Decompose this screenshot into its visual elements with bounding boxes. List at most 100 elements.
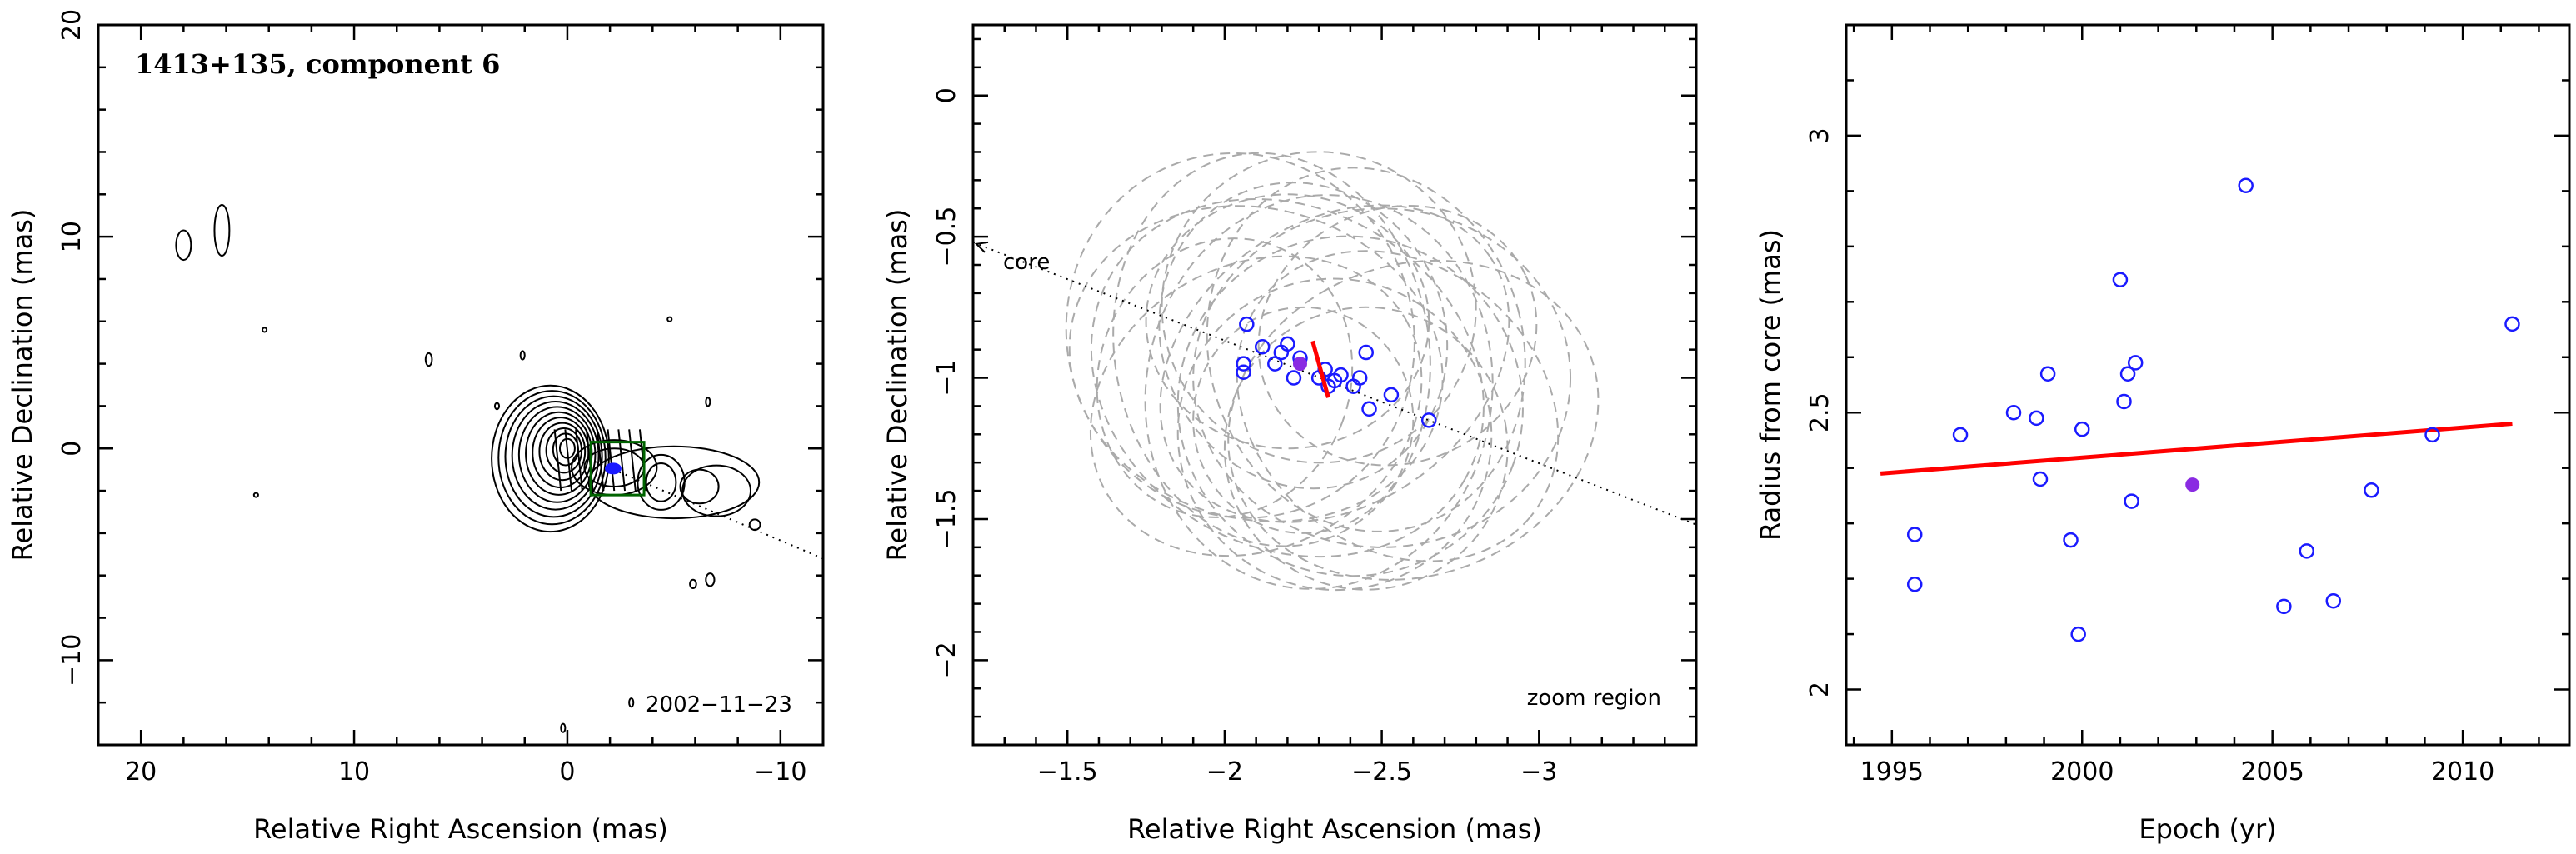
panel-radius-frame [1845,23,2571,747]
map-title: 1413+135, component 6 [135,48,500,80]
zoom-xtick-label: −2.5 [1351,757,1412,787]
radius-point [2127,355,2144,371]
position-point [1236,364,1251,381]
radius-point [2074,421,2090,437]
position-point [1383,387,1400,403]
position-point [1267,356,1283,372]
position-ellipse [1206,167,1526,532]
radius-point [2005,404,2022,421]
radius-point [2325,592,2342,609]
contour-jet [617,429,627,492]
position-point [1280,336,1295,352]
radius-point [2039,366,2056,382]
jet-axis-line [588,458,823,560]
map-xtick-label: 20 [125,757,157,787]
radius-point [2116,393,2132,410]
epoch-label: 2002−11−23 [646,692,792,717]
radius-point [2424,427,2440,443]
position-point [1333,367,1349,383]
contour-noise [666,316,673,322]
zoom-ytick-label: −1 [932,359,961,396]
contour-core [558,437,576,459]
contour-noise [705,397,711,407]
contour-jet [575,429,583,492]
contour-core [538,422,587,482]
radius-point [1906,577,1923,592]
radius-point [2238,177,2254,193]
zoom-box [589,441,646,497]
map-ytick-label: 20 [57,9,87,41]
position-ellipse [1236,250,1560,562]
position-point [1254,339,1271,355]
fit-segment [1310,340,1330,398]
radius-xtick-label: 2005 [2240,757,2304,787]
zoom-ytick-label: −1.5 [932,489,961,550]
radius-point [1952,427,1969,443]
contour-jet [596,429,605,492]
position-point [1239,316,1255,332]
position-ellipse [1158,182,1449,490]
position-ellipse [1176,235,1524,577]
contour-jet [748,518,761,532]
radius-point [1906,527,1923,542]
contour-noise [560,722,567,733]
radius-point [2032,471,2049,487]
position-ellipse [1096,237,1354,518]
contour-noise [689,578,697,589]
position-ellipse [1065,152,1415,519]
core-label: core [1003,250,1050,275]
mean-position-point [1292,357,1307,372]
zoom-region-label: zoom region [1527,686,1661,711]
contour-noise [175,229,192,262]
contour-noise [705,572,716,587]
contour-noise [252,492,259,498]
contour-jet [628,429,637,492]
radius-ytick-label: 3 [1805,127,1835,143]
radius-xlabel: Epoch (yr) [2139,813,2276,845]
map-ytick-label: 10 [57,221,87,252]
zoom-ylabel: Relative Declination (mas) [881,209,913,562]
position-point [1361,401,1377,417]
core-arrow [974,241,989,253]
contour-jet [679,468,720,505]
map-ytick-label: 0 [57,441,87,457]
position-point [1420,412,1437,428]
radius-point [2124,493,2139,509]
contour-map [175,204,761,733]
radius-point [2119,366,2136,382]
position-ellipse [1089,255,1423,557]
radius-point [2276,598,2292,615]
zoom-xtick-label: −2 [1206,757,1243,787]
contour-core [511,400,600,511]
radius-xtick-label: 1995 [1860,757,1924,787]
fit-line [1880,422,2513,476]
map-xtick-label: −10 [754,757,806,787]
zoom-ytick-label: 0 [932,87,961,103]
zoom-xtick-label: −3 [1520,757,1557,787]
radius-point [2299,543,2315,559]
contour-noise [262,327,268,333]
map-xtick-label: 0 [559,757,575,787]
position-ellipse [1227,259,1600,581]
panel-radius: 1995 2000 2005 2010 2 2.5 3 Epoch (yr) Radius … [1755,23,2571,845]
contour-jet [587,445,761,520]
position-ellipse [1176,277,1493,592]
position-point [1236,356,1251,372]
position-ellipse [1257,204,1538,467]
component-marker [604,462,622,475]
position-ellipse [1145,193,1430,450]
radius-point [2504,316,2520,332]
contour-core [517,406,597,503]
contour-noise [628,697,635,708]
position-ellipse [1068,205,1444,522]
radius-point [2063,532,2079,548]
panel-map-frame [97,23,825,747]
position-point [1351,370,1368,386]
position-ellipse [1159,204,1510,523]
mean-radius-point [2185,477,2200,492]
panel-zoom-frame [971,23,1698,747]
contour-jet [681,464,752,517]
contour-core [497,390,607,526]
position-point [1286,370,1302,386]
map-ytick-label: −10 [57,634,87,687]
